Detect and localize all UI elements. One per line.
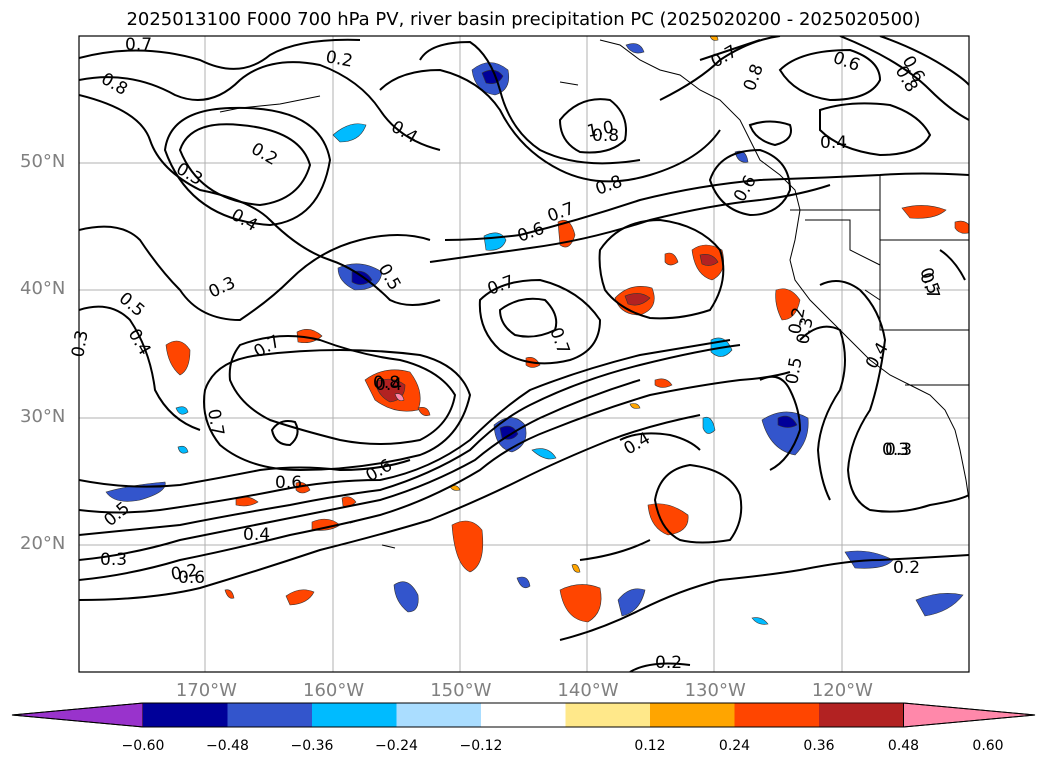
precip-blob: [224, 589, 235, 599]
lat-label: 20°N: [20, 532, 66, 554]
pv-contours: [79, 36, 969, 672]
contour-label: 0.8: [592, 126, 619, 146]
contour-label: 0.7: [203, 407, 227, 437]
precip-blob: [394, 393, 405, 402]
contour-label: 0.8: [373, 373, 400, 393]
precip-blob: [499, 425, 519, 440]
contour-label: 0.2: [785, 306, 809, 336]
contour-label: 0.6: [275, 473, 302, 493]
lon-label: 130°W: [684, 680, 746, 701]
contour-label: 0.2: [893, 558, 920, 578]
colorbar-extend-high: [903, 702, 1036, 728]
colorbar-cell: [734, 703, 819, 727]
precip-blob: [664, 252, 679, 266]
precip-blob: [654, 378, 673, 388]
colorbar-cell: [819, 703, 904, 727]
colorbar-cell: [312, 703, 397, 727]
lon-label: 140°W: [557, 680, 619, 701]
precip-blob: [954, 220, 969, 234]
precip-blob: [177, 445, 189, 454]
colorbar-cell: [143, 703, 228, 727]
precip-blob: [629, 403, 641, 409]
precip-blob: [175, 406, 189, 415]
precip-blob: [915, 593, 964, 617]
colorbar-cell: [565, 703, 650, 727]
contour-label: 0.3: [882, 440, 909, 460]
lon-label: 150°W: [430, 680, 492, 701]
colorbar-tick-label: −0.12: [459, 738, 503, 754]
colorbar-tick-label: −0.36: [290, 738, 334, 754]
contour-label: 0.5: [782, 356, 806, 386]
contour-label: 0.2: [655, 653, 682, 673]
contour-label: 0.4: [375, 375, 402, 395]
precip-blob: [702, 416, 716, 434]
precip-blob: [625, 43, 645, 54]
precip-blob: [332, 123, 367, 143]
contour-label: 0.3: [68, 329, 92, 359]
contour-label: 0.2: [169, 561, 199, 585]
precip-blob: [417, 407, 431, 416]
precip-blobs: [105, 36, 969, 625]
precip-blob: [559, 584, 602, 623]
precip-blob: [165, 340, 191, 376]
lat-label: 50°N: [20, 151, 66, 173]
precip-blob: [617, 588, 646, 617]
precip-blob: [775, 288, 801, 321]
colorbar-cell: [396, 703, 481, 727]
precip-blob: [751, 617, 769, 625]
colorbar-tick-label: −0.48: [206, 738, 249, 754]
map-frame: [78, 35, 970, 673]
colorbar-tick-label: 0.48: [887, 738, 920, 754]
colorbar-cell: [650, 703, 735, 727]
precip-blob: [624, 293, 651, 306]
colorbar-tick-label: 0.60: [972, 738, 1004, 754]
colorbar-tick-label: 0.24: [718, 738, 751, 754]
precip-blob: [285, 589, 315, 606]
colorbar-cell: [481, 703, 566, 727]
precip-blob: [531, 448, 557, 460]
colorbar-tick-label: 0.36: [803, 738, 835, 754]
precip-blob: [451, 520, 484, 573]
contour-label: 0.2: [324, 47, 354, 71]
colorbar-tick-label: 0.12: [634, 738, 666, 754]
precip-blob: [295, 482, 311, 494]
lat-label: 30°N: [20, 405, 66, 427]
colorbar-extend-low: [11, 702, 144, 728]
colorbar-tick-label: −0.60: [121, 738, 165, 754]
precip-blob: [699, 254, 719, 266]
contour-label: 0.3: [885, 440, 912, 460]
precip-blob: [777, 415, 798, 428]
contour-label: 0.7: [125, 35, 152, 55]
lat-label: 40°N: [20, 278, 66, 300]
map-title: 2025013100 F000 700 hPa PV, river basin …: [126, 9, 921, 30]
lon-label: 170°W: [175, 680, 237, 701]
coastlines: [219, 39, 969, 549]
contour-label: 1.0: [585, 118, 615, 142]
precip-blob: [709, 36, 719, 41]
precip-blob: [393, 581, 419, 613]
precip-blob: [571, 564, 581, 573]
lon-label: 120°W: [811, 680, 873, 701]
contour-label: 0.4: [820, 133, 847, 153]
colorbar-cell: [227, 703, 312, 727]
lon-label: 160°W: [303, 680, 365, 701]
contour-label: 0.3: [793, 316, 817, 346]
contour-label: 0.4: [243, 525, 270, 545]
contour-label: 0.3: [100, 550, 127, 570]
precip-blob: [516, 576, 531, 589]
precip-blob: [761, 411, 809, 456]
precip-blob: [901, 205, 947, 219]
colorbar-tick-label: −0.24: [375, 738, 418, 754]
contour-label: 0.6: [178, 568, 205, 588]
